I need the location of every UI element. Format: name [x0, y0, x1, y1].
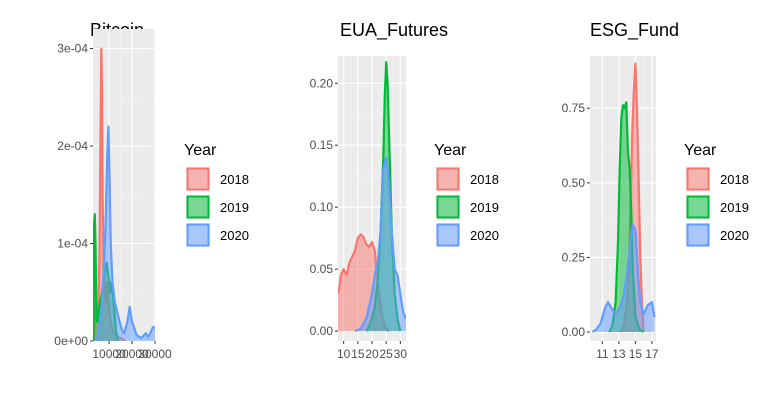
legend-label: 2020	[470, 228, 499, 243]
x-tick-label: 30	[394, 347, 408, 361]
y-tick-label: 0.15	[310, 138, 334, 152]
series-layer	[93, 47, 155, 341]
y-tick-label: 3e-04	[57, 42, 88, 56]
legend-label: 2018	[470, 172, 499, 187]
y-tick-label: 1e-04	[57, 237, 88, 251]
density-area-2020	[355, 157, 406, 332]
legend-title: Year	[434, 142, 467, 159]
x-tick-label: 20000	[115, 347, 149, 361]
density-line-2020	[96, 125, 155, 341]
y-tick-label: 0e+00	[54, 334, 88, 348]
legend-key-2018	[186, 167, 210, 191]
panel-esg-fund: ESG_Fund 0.00 0.25 0.50 0.75 11 13 15 17 Year2018…	[562, 20, 749, 361]
legend-key-2018	[686, 167, 710, 191]
x-tick-label: 15	[629, 347, 643, 361]
legend-key-2019	[436, 195, 460, 219]
y-tick-label: 0.00	[310, 324, 334, 338]
y-tick-label: 2e-04	[57, 139, 88, 153]
legend-key-2020	[686, 223, 710, 247]
y-tick-label: 0.05	[310, 262, 334, 276]
y-tick-label: 0.25	[562, 250, 586, 264]
x-tick-label: 30000	[138, 347, 172, 361]
legend-label: 2020	[220, 228, 249, 243]
legend-label: 2018	[720, 172, 749, 187]
legend-key-2018	[436, 167, 460, 191]
x-tick-label: 10	[337, 347, 351, 361]
y-tick-label: 0.75	[562, 101, 586, 115]
panel-title: ESG_Fund	[590, 20, 679, 41]
legend-key-2020	[186, 223, 210, 247]
density-line-2020	[354, 156, 406, 333]
legend-title: Year	[184, 142, 217, 159]
legend-label: 2019	[470, 200, 499, 215]
density-area-2020	[97, 126, 155, 341]
x-tick-label: 17	[645, 347, 659, 361]
density-area-2020	[592, 224, 655, 332]
legend-key-2019	[186, 195, 210, 219]
legend-key-2019	[686, 195, 710, 219]
y-tick-label: 0.20	[310, 76, 334, 90]
x-tick-label: 20	[365, 347, 379, 361]
legend-label: 2019	[220, 200, 249, 215]
series-layer	[591, 62, 656, 333]
y-tick-label: 0.50	[562, 176, 586, 190]
x-tick-label: 11	[596, 347, 609, 361]
y-tick-label: 0.00	[562, 325, 586, 339]
panel-bitcoin: Bitcoin0e+001e-042e-043e-041000020000300…	[54, 20, 249, 361]
density-line-2020	[591, 223, 656, 333]
x-tick-label: 13	[612, 347, 626, 361]
x-tick-label: 10000	[92, 347, 126, 361]
panel-title: EUA_Futures	[340, 20, 448, 41]
x-tick-label: 25	[379, 347, 393, 361]
series-layer	[338, 61, 406, 333]
y-tick-label: 0.10	[310, 200, 334, 214]
legend-label: 2019	[720, 200, 749, 215]
legend-label: 2018	[220, 172, 249, 187]
panel-eua-futures: EUA_Futures 0.00 0.05 0.10 0.15 0.20 10 15 20 25 3…	[310, 20, 499, 361]
legend-label: 2020	[720, 228, 749, 243]
legend-title: Year	[684, 142, 717, 159]
legend-key-2020	[436, 223, 460, 247]
x-tick-label: 15	[351, 347, 365, 361]
